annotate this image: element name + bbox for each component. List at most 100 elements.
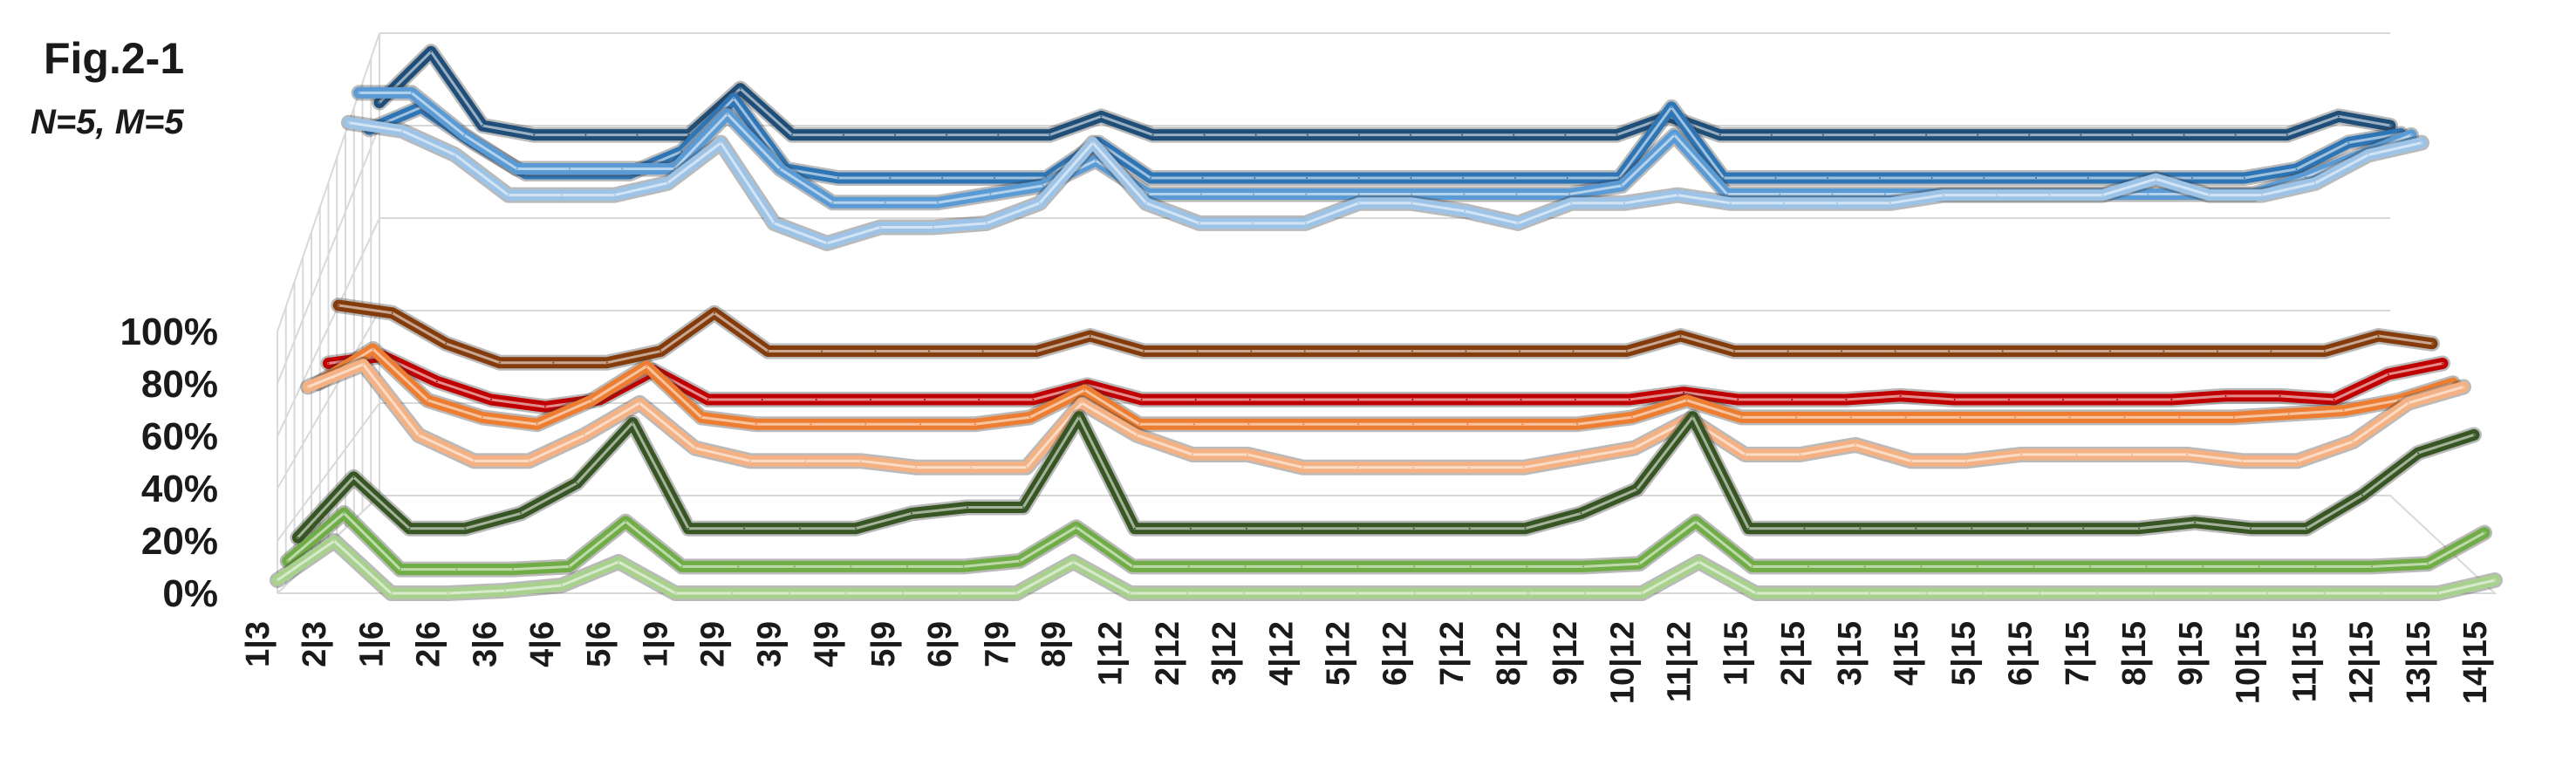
data-point [1243,592,1246,594]
data-point [2258,565,2260,568]
data-point [1253,193,1255,195]
data-point [1521,423,1524,426]
data-point [621,168,624,170]
x-tick-label: 3|6 [468,621,504,667]
data-point [1468,527,1471,530]
data-point [1976,565,1978,568]
data-point [560,585,563,586]
data-point [1959,416,1962,419]
data-point [970,466,973,469]
data-point [568,168,571,170]
data-point [1254,133,1257,136]
data-point [986,222,988,224]
data-point [2452,382,2454,385]
data-point [1129,592,1131,594]
data-point [874,350,877,352]
data-point [2323,592,2326,594]
data-point [1574,399,1576,400]
data-point [1910,460,1912,462]
data-point [2210,592,2212,594]
data-point [1869,592,1871,594]
data-point [1356,592,1359,594]
data-point [2095,592,2098,594]
data-point [1641,592,1643,594]
data-point [1198,222,1200,224]
data-point [1138,423,1141,426]
data-point [1568,193,1570,195]
data-point [1357,177,1360,180]
data-point [2101,194,2104,196]
data-point [2233,416,2236,419]
data-point [1618,177,1621,180]
data-point [911,512,913,515]
data-point [503,590,506,592]
data-point [659,350,662,352]
data-point [338,304,340,306]
data-point [1412,466,1415,469]
data-point [1616,133,1618,136]
data-point [1035,350,1038,352]
data-point [687,527,690,530]
data-point [2421,141,2422,144]
data-point [2286,133,2288,136]
data-point [687,133,690,136]
x-axis-labels: 1|3 2|3 1|6 2|6 3|6 4|6 5|6 1|9 2|9 3|9 4|9 5|9 6|9 7… [240,621,2494,704]
data-point [390,592,393,594]
x-tick-label: 12|15 [2344,621,2381,704]
data-point [2436,592,2439,594]
data-point [1028,416,1031,419]
y-tick-label: 40% [141,468,218,510]
data-point [793,565,796,568]
data-point [2035,177,2038,180]
data-point [584,133,587,136]
figure-title: Fig.2-1 [44,34,185,83]
data-point [482,125,484,127]
data-point [2033,565,2035,568]
data-point [1147,193,1150,195]
y-tick-label: 60% [141,415,218,458]
data-point [2075,453,2078,455]
data-point [1638,563,1641,565]
data-point [855,527,858,530]
data-point [1733,350,1736,352]
data-point [1245,527,1247,530]
data-point [333,540,336,542]
data-point [726,113,728,115]
data-point [1131,565,1134,568]
data-point [997,133,1000,136]
data-point [2333,399,2335,400]
data-point [1722,177,1725,180]
series-highlight [306,363,2465,469]
data-point [2442,362,2443,365]
x-tick-label: 5|6 [581,621,618,667]
data-point [815,399,817,400]
data-point [2020,453,2023,455]
series-line [300,356,2471,475]
data-point [1878,177,1881,180]
data-point [2410,133,2412,136]
data-point [1038,202,1041,204]
data-point [352,475,355,478]
data-point [1203,133,1206,136]
x-tick-label: 2|3 [297,621,333,667]
data-point [1754,592,1757,594]
data-point [1584,592,1587,594]
x-tick-label: 9|12 [1548,621,1584,686]
x-tick-label: 7|15 [2060,621,2096,686]
data-point [286,559,289,562]
x-tick-label: 6|9 [922,621,959,667]
data-point [544,406,547,408]
data-point [1526,565,1528,568]
series-line [340,114,2429,251]
data-point [1251,222,1254,224]
y-tick-label: 80% [141,363,218,406]
data-point [2048,194,2051,196]
data-point [2250,527,2252,530]
data-point [2377,335,2380,338]
data-point [743,527,746,530]
data-point [1357,193,1360,195]
data-point [2147,193,2149,195]
data-point [2216,350,2218,352]
data-point [1971,527,1973,530]
data-point [2323,350,2326,352]
